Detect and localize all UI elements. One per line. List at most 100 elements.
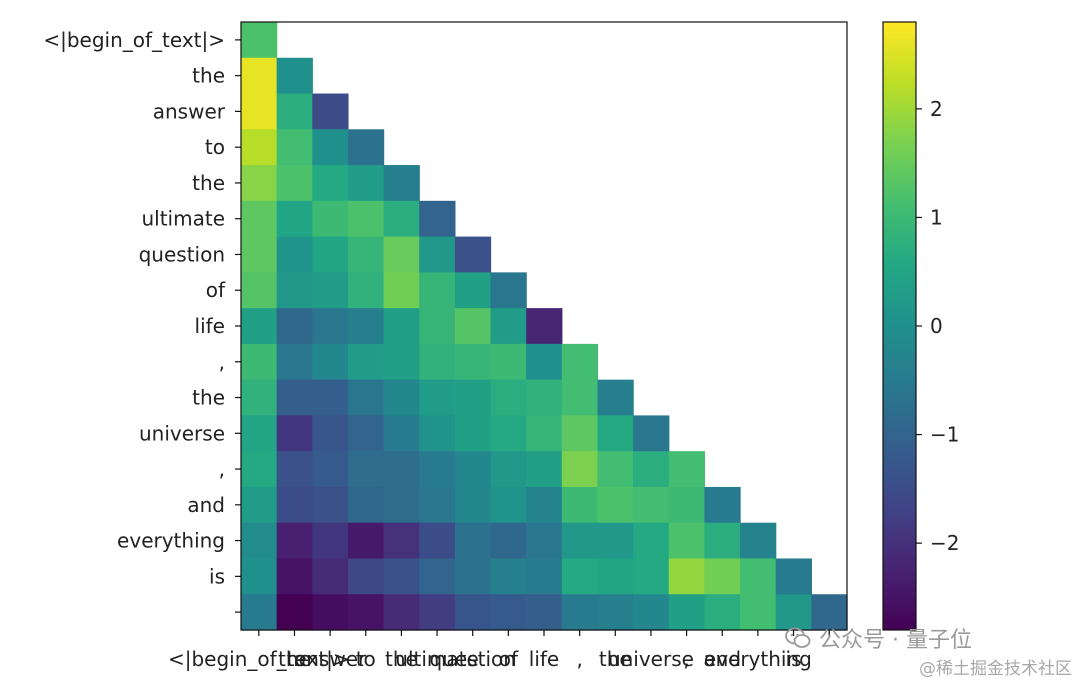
heatmap-cell xyxy=(454,522,492,560)
y-tick-label: life xyxy=(195,314,225,338)
heatmap-cell xyxy=(490,451,527,488)
heatmap-cell xyxy=(383,558,420,595)
heatmap-cell xyxy=(347,165,385,202)
heatmap-cell xyxy=(561,594,599,631)
heatmap-cell xyxy=(561,379,599,417)
heatmap-cell xyxy=(454,594,492,631)
heatmap-cell xyxy=(276,594,313,631)
heatmap-cell xyxy=(419,486,456,524)
heatmap-cell xyxy=(490,594,527,631)
y-tick-label: to xyxy=(205,135,225,159)
x-tick-label: of xyxy=(499,647,519,671)
heatmap-cell xyxy=(668,451,706,488)
y-tick-label: answer xyxy=(153,99,226,123)
colorbar-ticks: 2 1 0 −1 −2 xyxy=(916,97,959,555)
wechat-icon xyxy=(785,627,811,649)
y-tick-label: is xyxy=(209,564,225,588)
heatmap-cell xyxy=(241,522,278,560)
heatmap-cell xyxy=(490,343,527,381)
heatmap-cell xyxy=(312,236,349,273)
heatmap-cell xyxy=(347,129,385,166)
heatmap-cell xyxy=(454,272,492,309)
heatmap-cell xyxy=(633,486,670,524)
wechat-watermark: 公众号 · 量子位 xyxy=(785,622,972,654)
x-tick-label: the xyxy=(385,647,418,671)
heatmap-cell xyxy=(597,379,634,417)
heatmap-cell xyxy=(276,93,313,130)
heatmap-cells xyxy=(241,22,848,631)
heatmap-cell xyxy=(383,594,420,631)
heatmap-cell xyxy=(490,486,527,524)
colorbar-tick-label: 1 xyxy=(930,205,943,229)
y-tick-label: the xyxy=(192,64,225,88)
y-tick-label: <|begin_of_text|> xyxy=(43,28,225,52)
heatmap-cell xyxy=(347,343,385,381)
heatmap-cell xyxy=(597,415,634,452)
x-tick-label: question xyxy=(430,647,516,671)
heatmap-cell xyxy=(241,308,278,345)
heatmap-cell xyxy=(419,415,456,452)
heatmap-cell xyxy=(383,272,420,309)
y-tick-label: question xyxy=(139,242,225,266)
x-tick-label: universe xyxy=(608,647,694,671)
heatmap-cell xyxy=(526,379,563,417)
heatmap-cell xyxy=(633,451,670,488)
heatmap-cell xyxy=(454,558,492,595)
heatmap-cell xyxy=(276,558,313,595)
heatmap-cell xyxy=(383,343,420,381)
heatmap-cell xyxy=(526,451,563,488)
x-tick-label: answer xyxy=(294,647,367,671)
heatmap-cell xyxy=(276,308,313,345)
heatmap-cell xyxy=(597,522,634,560)
heatmap-cell xyxy=(454,451,492,488)
heatmap-cell xyxy=(561,486,599,524)
heatmap-cell xyxy=(490,272,527,309)
y-tick-label: the xyxy=(192,171,225,195)
heatmap-cell xyxy=(561,558,599,595)
heatmap-cell xyxy=(241,93,278,130)
heatmap-cell xyxy=(633,558,670,595)
heatmap-cell xyxy=(775,594,812,631)
heatmap-cell xyxy=(383,522,420,560)
heatmap-cell xyxy=(312,343,349,381)
x-tick-label: <|begin_of_text|> xyxy=(168,647,350,671)
colorbar-gradient xyxy=(883,22,916,630)
colorbar-tick-label: 0 xyxy=(930,314,943,338)
heatmap-cell xyxy=(276,272,313,309)
heatmap-cell xyxy=(383,451,420,488)
heatmap-cell xyxy=(312,129,349,166)
heatmap-cell xyxy=(312,379,349,417)
colorbar-tick-label: −2 xyxy=(930,531,959,555)
heatmap-cell xyxy=(454,379,492,417)
heatmap-cell xyxy=(740,558,777,595)
heatmap-cell xyxy=(561,451,599,488)
wechat-watermark-text: 公众号 · 量子位 xyxy=(819,628,972,653)
heatmap-cell xyxy=(241,594,278,631)
heatmap-cell xyxy=(526,486,563,524)
heatmap-cell xyxy=(241,451,278,488)
x-tick-label: and xyxy=(703,647,741,671)
heatmap-cell xyxy=(276,200,313,238)
y-tick-label: and xyxy=(187,493,225,517)
heatmap-cell xyxy=(312,200,349,238)
heatmap-cell xyxy=(383,308,420,345)
heatmap-cell xyxy=(241,415,278,452)
heatmap-cell xyxy=(704,486,741,524)
heatmap-cell xyxy=(454,308,492,345)
heatmap-cell xyxy=(276,343,313,381)
heatmap-cell xyxy=(490,308,527,345)
heatmap-cell xyxy=(276,451,313,488)
heatmap-cell xyxy=(668,594,706,631)
heatmap-cell xyxy=(597,451,634,488)
heatmap-cell xyxy=(633,594,670,631)
heatmap-cell xyxy=(383,165,420,202)
y-tick-label: , xyxy=(219,350,225,374)
heatmap-cell xyxy=(312,415,349,452)
heatmap-cell xyxy=(490,379,527,417)
x-tick-label: the xyxy=(278,647,311,671)
heatmap-cell xyxy=(561,415,599,452)
heatmap-cell xyxy=(419,558,456,595)
heatmap-cell xyxy=(312,165,349,202)
heatmap-cell xyxy=(490,415,527,452)
